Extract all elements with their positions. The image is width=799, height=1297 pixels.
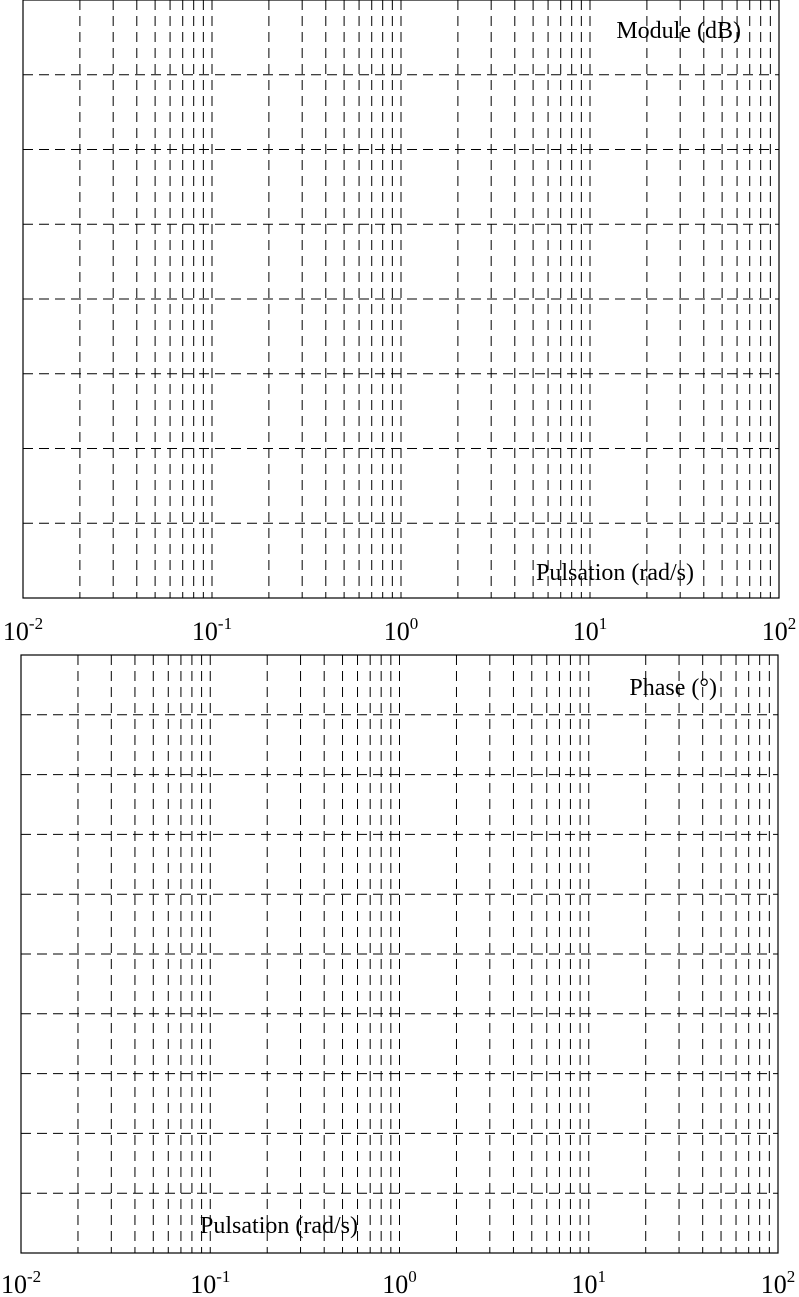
x-tick-0.01: 10-2: [3, 614, 43, 646]
magnitude-vertical-gridlines: [79, 0, 771, 598]
x-tick-10: 101: [573, 614, 608, 646]
x-tick-1: 100: [384, 614, 419, 646]
magnitude-x-tick-labels: 10-2 10-1 100 101 102: [3, 614, 796, 646]
magnitude-x-axis-label: Pulsation (rad/s): [536, 560, 694, 586]
x-tick-1: 100: [382, 1267, 417, 1297]
phase-axis-label: Phase (°): [629, 675, 717, 701]
x-tick-10: 101: [572, 1267, 607, 1297]
x-tick-100: 102: [761, 1267, 796, 1297]
phase-x-axis-label: Pulsation (rad/s): [200, 1213, 358, 1239]
x-tick-100: 102: [762, 614, 797, 646]
phase-vertical-gridlines: [77, 655, 770, 1253]
x-tick-0.01: 10-2: [1, 1267, 41, 1297]
magnitude-plot: Module (dB) Pulsation (rad/s) 10-2 10-1 10…: [3, 0, 796, 646]
x-tick-0.1: 10-1: [190, 1267, 230, 1297]
phase-plot-frame: [20, 654, 779, 1254]
phase-horizontal-gridlines: [21, 714, 778, 1194]
magnitude-plot-frame: [22, 0, 780, 599]
magnitude-axis-label: Module (dB): [616, 18, 741, 44]
magnitude-horizontal-gridlines: [23, 74, 779, 524]
phase-plot: Phase (°) Pulsation (rad/s) 10-2 10-1 100 1…: [1, 654, 795, 1297]
phase-x-tick-labels: 10-2 10-1 100 101 102: [1, 1267, 795, 1297]
x-tick-0.1: 10-1: [192, 614, 232, 646]
